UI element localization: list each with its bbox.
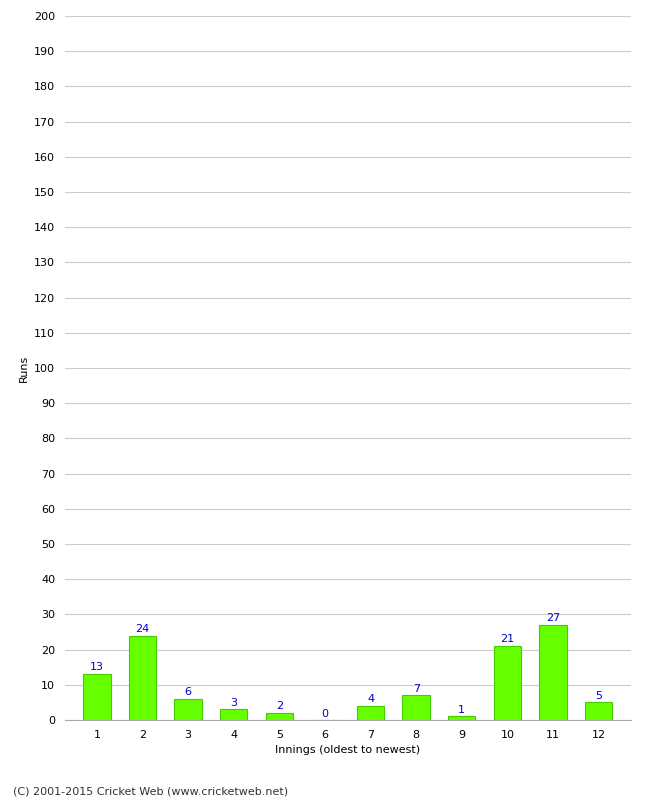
Text: (C) 2001-2015 Cricket Web (www.cricketweb.net): (C) 2001-2015 Cricket Web (www.cricketwe…: [13, 786, 288, 796]
Text: 13: 13: [90, 662, 104, 673]
Bar: [220, 710, 248, 720]
Bar: [357, 706, 384, 720]
Text: 27: 27: [546, 613, 560, 623]
Bar: [402, 695, 430, 720]
Text: 1: 1: [458, 705, 465, 714]
Y-axis label: Runs: Runs: [19, 354, 29, 382]
Bar: [540, 625, 567, 720]
Text: 2: 2: [276, 701, 283, 711]
Bar: [494, 646, 521, 720]
Bar: [266, 713, 293, 720]
Text: 21: 21: [500, 634, 514, 644]
Text: 24: 24: [135, 624, 150, 634]
Bar: [448, 717, 475, 720]
Text: 7: 7: [413, 683, 420, 694]
Text: 3: 3: [230, 698, 237, 708]
Bar: [585, 702, 612, 720]
Bar: [83, 674, 111, 720]
Bar: [174, 699, 202, 720]
Text: 6: 6: [185, 687, 192, 697]
Text: 4: 4: [367, 694, 374, 704]
X-axis label: Innings (oldest to newest): Innings (oldest to newest): [275, 746, 421, 755]
Text: 0: 0: [322, 709, 328, 719]
Text: 5: 5: [595, 690, 602, 701]
Bar: [129, 635, 156, 720]
